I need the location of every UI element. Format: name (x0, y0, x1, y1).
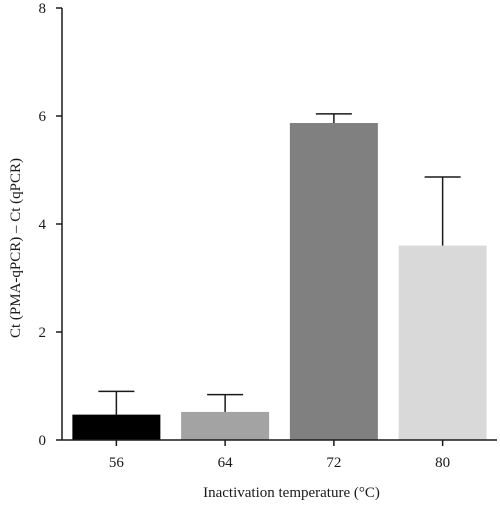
bar-64 (181, 411, 270, 440)
y-tick-label: 0 (39, 433, 47, 449)
bar-72 (289, 123, 378, 441)
bars (72, 123, 487, 441)
error-bars (98, 113, 461, 415)
x-tick-label: 80 (435, 455, 450, 471)
x-tick-label: 64 (218, 455, 234, 471)
x-axis-title: Inactivation temperature (°C) (203, 485, 380, 500)
bar-80 (398, 245, 487, 440)
x-tick-label: 72 (326, 455, 341, 471)
y-tick-label: 8 (39, 1, 47, 17)
y-tick-label: 6 (39, 109, 47, 125)
x-tick-label: 56 (109, 455, 125, 471)
y-ticks: 0 2 4 6 8 (39, 1, 62, 449)
y-tick-label: 4 (39, 217, 47, 233)
bar-56 (72, 414, 161, 440)
x-ticks: 56 64 72 80 (109, 440, 450, 471)
y-tick-label: 2 (39, 325, 47, 341)
y-axis-title: Ct (PMA-qPCR) – Ct (qPCR) (8, 158, 24, 338)
